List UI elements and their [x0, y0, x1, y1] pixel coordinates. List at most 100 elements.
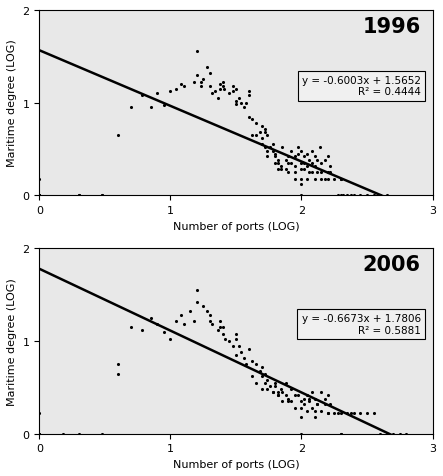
Point	[285, 397, 292, 405]
Point	[322, 157, 329, 165]
Text: 1996: 1996	[362, 17, 421, 37]
Point	[267, 144, 274, 151]
Point	[75, 192, 82, 199]
Point	[264, 377, 271, 384]
Point	[311, 414, 318, 421]
Point	[233, 86, 240, 93]
Point	[337, 430, 344, 437]
Point	[240, 104, 247, 112]
Point	[348, 410, 355, 417]
Point	[331, 176, 338, 183]
Point	[269, 141, 276, 149]
Point	[226, 90, 233, 98]
Point	[327, 162, 334, 170]
Point	[138, 92, 145, 100]
Point	[264, 132, 271, 139]
Point	[154, 90, 161, 98]
Y-axis label: Maritime degree (LOG): Maritime degree (LOG)	[7, 40, 17, 167]
Point	[300, 159, 307, 167]
Point	[282, 379, 289, 387]
Point	[214, 327, 221, 334]
Point	[222, 336, 229, 343]
Point	[285, 169, 292, 177]
Point	[167, 89, 174, 96]
Point	[278, 397, 285, 405]
Point	[282, 166, 289, 174]
Point	[291, 153, 299, 161]
Point	[350, 410, 358, 417]
Point	[160, 328, 167, 336]
Point	[377, 192, 384, 199]
Point	[288, 159, 295, 167]
Point	[298, 148, 305, 155]
Point	[291, 162, 299, 170]
Point	[403, 430, 410, 437]
Point	[264, 386, 271, 393]
Point	[324, 176, 331, 183]
Point	[274, 157, 281, 165]
Point	[259, 135, 266, 142]
Point	[291, 176, 299, 183]
Point	[272, 153, 279, 161]
Point	[311, 176, 318, 183]
Point	[308, 148, 315, 155]
Point	[377, 430, 384, 437]
Point	[324, 169, 331, 177]
Point	[259, 123, 266, 130]
Point	[219, 330, 226, 338]
Point	[390, 430, 397, 437]
Point	[36, 430, 43, 437]
Point	[204, 308, 211, 316]
Point	[240, 354, 247, 362]
Point	[172, 317, 179, 325]
Point	[252, 379, 259, 387]
Point	[298, 181, 305, 188]
Point	[206, 70, 213, 78]
Point	[274, 388, 281, 396]
Point	[298, 192, 305, 199]
Point	[209, 321, 216, 328]
Point	[261, 129, 268, 137]
Point	[288, 148, 295, 155]
Point	[322, 400, 329, 408]
Point	[300, 153, 307, 161]
Point	[324, 410, 331, 417]
Point	[197, 79, 204, 87]
Point	[36, 430, 43, 437]
Point	[306, 169, 313, 177]
Point	[331, 410, 338, 417]
Point	[99, 192, 106, 199]
Point	[269, 148, 276, 155]
Point	[324, 153, 331, 161]
Point	[245, 113, 253, 121]
Point	[248, 132, 255, 139]
Point	[214, 95, 221, 103]
Point	[233, 336, 240, 343]
Point	[272, 379, 279, 387]
Point	[303, 176, 310, 183]
Point	[318, 176, 325, 183]
Point	[75, 430, 82, 437]
Point	[217, 81, 224, 89]
Point	[36, 176, 43, 183]
Point	[285, 395, 292, 403]
Point	[264, 148, 271, 155]
Point	[298, 414, 305, 421]
Point	[308, 159, 315, 167]
Point	[204, 64, 211, 72]
Point	[311, 153, 318, 161]
Point	[193, 72, 200, 79]
Point	[327, 169, 334, 177]
Point	[311, 395, 318, 403]
Point	[235, 342, 242, 350]
Point	[327, 400, 334, 408]
Point	[306, 397, 313, 405]
Point	[383, 192, 390, 199]
Point	[217, 317, 224, 325]
Point	[147, 315, 154, 322]
Point	[337, 410, 344, 417]
Point	[252, 361, 259, 368]
Point	[211, 89, 218, 96]
Point	[357, 410, 364, 417]
Point	[261, 370, 268, 377]
